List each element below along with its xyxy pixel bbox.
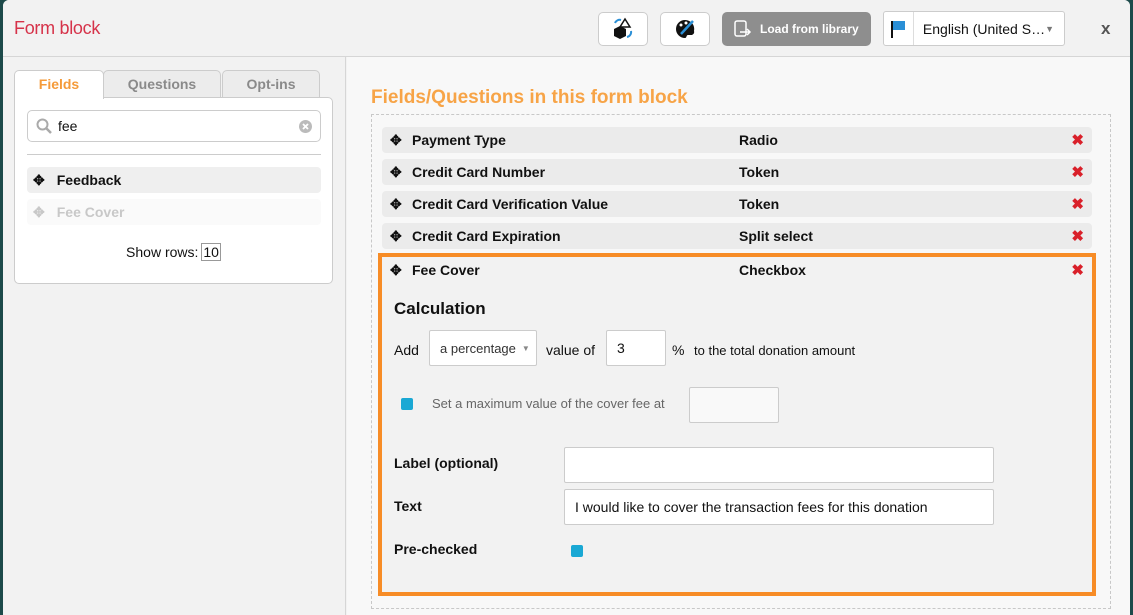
chevron-down-icon: ▼ [521, 343, 530, 353]
divider [27, 154, 321, 155]
delete-icon[interactable]: ✖ [1071, 164, 1084, 181]
chevron-down-icon: ▼ [1045, 23, 1054, 34]
shapes-button[interactable] [598, 12, 648, 46]
delete-icon[interactable]: ✖ [1071, 262, 1084, 279]
field-name: Credit Card Expiration [412, 228, 561, 244]
field-name: Payment Type [412, 132, 506, 148]
field-name: Credit Card Verification Value [412, 196, 609, 212]
field-name: Fee Cover [412, 262, 480, 278]
header: Form block Load from library English (Un… [3, 0, 1130, 57]
move-icon[interactable]: ✥ [390, 227, 402, 244]
palette-icon [675, 19, 695, 38]
show-rows: Show rows: 10 [15, 243, 332, 261]
list-item-label: Feedback [56, 172, 122, 188]
table-row[interactable]: ✥ Credit Card Verification Value Token ✖ [382, 191, 1092, 217]
text-input[interactable]: I would like to cover the transaction fe… [564, 489, 994, 525]
form-block-dialog: Form block Load from library English (Un… [3, 0, 1130, 615]
move-icon[interactable]: ✥ [390, 163, 402, 180]
list-item-fee-cover: ✥ Fee Cover [27, 199, 321, 225]
move-icon: ✥ [33, 203, 45, 220]
label-input[interactable] [564, 447, 994, 483]
shapes-sync-icon [614, 17, 633, 39]
value-of-label: value of [546, 342, 596, 358]
theme-button[interactable] [660, 12, 710, 46]
max-value-checkbox[interactable] [401, 398, 413, 410]
drop-zone: ✥ Payment Type Radio ✖ ✥ Credit Card Number T… [371, 114, 1111, 609]
search-value: fee [58, 118, 78, 134]
table-row[interactable]: ✥ Payment Type Radio ✖ [382, 127, 1092, 153]
percent-label: % [672, 342, 685, 358]
field-type: Checkbox [739, 262, 806, 278]
dialog-title: Form block [14, 18, 101, 38]
delete-icon[interactable]: ✖ [1071, 132, 1084, 149]
search-icon [36, 118, 52, 134]
show-rows-label: Show rows: [126, 244, 199, 260]
move-icon[interactable]: ✥ [33, 171, 45, 188]
section-title: Fields/Questions in this form block [371, 87, 688, 108]
fields-sidebar: Fields Questions Opt-ins fee ✥ Feedback … [3, 57, 346, 615]
table-row[interactable]: ✥ Fee Cover Checkbox ✖ [382, 257, 1092, 283]
list-item-feedback[interactable]: ✥ Feedback [27, 167, 321, 193]
field-type: Split select [739, 228, 813, 244]
tab-fields[interactable]: Fields [14, 70, 104, 99]
load-from-library-label: Load from library [760, 22, 859, 36]
library-icon [734, 20, 752, 37]
max-value-input[interactable] [689, 387, 779, 423]
field-type: Radio [739, 132, 778, 148]
calculation-mode-select[interactable]: a percentage ▼ [429, 330, 537, 366]
fee-cover-expanded: ✥ Fee Cover Checkbox ✖ Calculation Add a pe… [378, 253, 1096, 596]
table-row[interactable]: ✥ Credit Card Expiration Split select ✖ [382, 223, 1092, 249]
move-icon[interactable]: ✥ [390, 195, 402, 212]
label-optional-label: Label (optional) [394, 455, 499, 471]
show-rows-input[interactable]: 10 [201, 243, 221, 261]
move-icon[interactable]: ✥ [390, 261, 402, 278]
pre-checked-label: Pre-checked [394, 541, 478, 557]
calculation-mode-value: a percentage [440, 340, 516, 356]
suffix-label: to the total donation amount [694, 343, 856, 358]
delete-icon[interactable]: ✖ [1071, 196, 1084, 213]
fee-value-input[interactable]: 3 [606, 330, 666, 366]
form-block-fields: Fields/Questions in this form block ✥ Pay… [347, 57, 1130, 615]
tab-questions[interactable]: Questions [103, 70, 221, 98]
move-icon[interactable]: ✥ [390, 131, 402, 148]
load-from-library-button[interactable]: Load from library [722, 12, 871, 46]
tab-opt-ins[interactable]: Opt-ins [222, 70, 320, 98]
field-name: Credit Card Number [412, 164, 546, 180]
pre-checked-checkbox[interactable] [571, 545, 583, 557]
language-value: English (United S… [922, 20, 1046, 37]
calculation-heading: Calculation [394, 299, 486, 318]
table-row[interactable]: ✥ Credit Card Number Token ✖ [382, 159, 1092, 185]
text-label: Text [394, 498, 422, 514]
flag-icon [884, 12, 914, 45]
close-button[interactable]: x [1101, 19, 1111, 38]
delete-icon[interactable]: ✖ [1071, 228, 1084, 245]
field-type: Token [739, 164, 780, 180]
clear-search-icon[interactable] [299, 119, 312, 133]
add-label: Add [394, 342, 419, 358]
search-input[interactable]: fee [27, 110, 321, 142]
max-value-label: Set a maximum value of the cover fee at [432, 396, 665, 411]
list-item-label: Fee Cover [56, 204, 125, 220]
field-type: Token [739, 196, 780, 212]
language-select[interactable]: English (United S… ▼ [883, 11, 1065, 46]
fields-panel: fee ✥ Feedback ✥ Fee Cover Show rows: 10 [14, 97, 333, 284]
